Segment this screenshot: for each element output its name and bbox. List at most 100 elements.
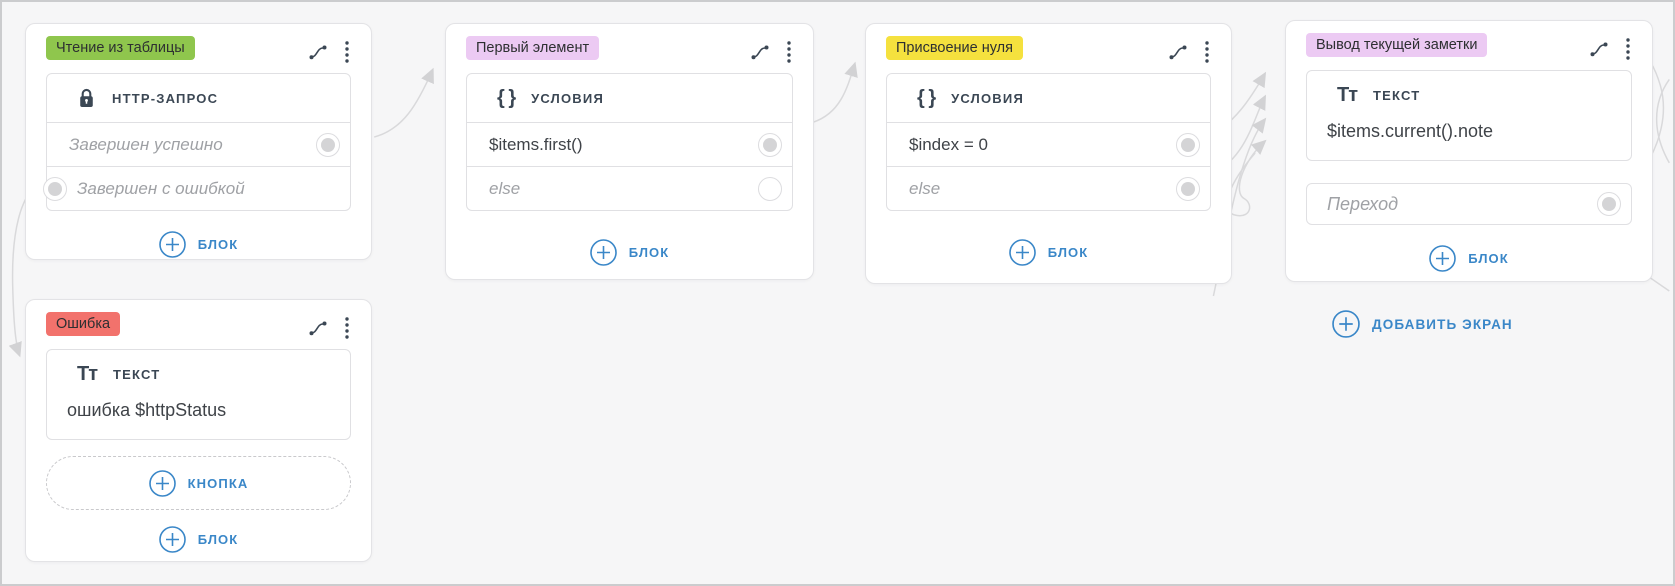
transition-row-error[interactable]: Завершен с ошибкой <box>43 166 350 210</box>
connection-point[interactable] <box>758 132 782 157</box>
screen-title-badge[interactable]: Первый элемент <box>466 36 600 60</box>
row-text: else <box>909 178 941 198</box>
card-actions <box>1589 38 1632 60</box>
block-label: ТЕКСТ <box>1373 87 1421 103</box>
block-head[interactable]: { } УСЛОВИЯ <box>887 74 1210 122</box>
plus-circle-icon <box>158 526 186 553</box>
screen-title-badge[interactable]: Присвоение нуля <box>886 36 1023 60</box>
card-header: Чтение из таблицы <box>46 36 351 63</box>
braces-icon: { } <box>497 86 516 109</box>
add-block-label: БЛОК <box>1047 245 1089 260</box>
add-screen-button[interactable]: ДОБАВИТЬ ЭКРАН <box>1332 308 1513 340</box>
connection-icon[interactable] <box>308 44 329 61</box>
add-button-button[interactable]: КНОПКА <box>46 456 351 510</box>
text-block: Tт ТЕКСТ ошибка $httpStatus <box>46 349 351 440</box>
transition-row-success[interactable]: Завершен успешно <box>47 122 350 166</box>
kebab-menu-icon[interactable] <box>787 41 791 63</box>
connection-point[interactable] <box>316 132 340 157</box>
conditions-block: { } УСЛОВИЯ $index = 0 else <box>886 73 1211 211</box>
input-placeholder: Переход <box>1327 193 1399 214</box>
row-text: else <box>489 178 521 198</box>
block-head[interactable]: Tт ТЕКСТ <box>47 350 350 398</box>
text-icon: Tт <box>77 362 98 385</box>
plus-circle-icon <box>158 231 186 258</box>
screen-card-show-note: Вывод текущей заметки Tт ТЕКСТ $items.cu… <box>1285 20 1653 282</box>
connection-point[interactable] <box>1176 132 1200 157</box>
lock-icon <box>80 88 93 107</box>
screen-card-assign-zero: Присвоение нуля { } УСЛОВИЯ $index = 0 e… <box>865 23 1232 284</box>
connection-point[interactable] <box>43 176 67 201</box>
text-block: Tт ТЕКСТ $items.current().note <box>1306 70 1632 161</box>
text-block-content[interactable]: $items.current().note <box>1327 121 1494 141</box>
row-text: Завершен с ошибкой <box>77 178 245 198</box>
screen-card-reading-table: Чтение из таблицы HTTP-ЗАПРОС Завершен у… <box>25 23 372 260</box>
conditions-block: { } УСЛОВИЯ $items.first() else <box>466 73 793 211</box>
card-header: Ошибка <box>46 312 351 339</box>
card-actions <box>1168 41 1211 63</box>
connection-dot <box>1181 137 1195 152</box>
connection-point[interactable] <box>1597 192 1621 216</box>
plus-circle-icon <box>1008 239 1036 266</box>
card-header: Вывод текущей заметки <box>1306 33 1632 60</box>
add-block-button[interactable]: БЛОК <box>46 526 351 553</box>
row-text: $items.first() <box>489 134 583 154</box>
add-block-button[interactable]: БЛОК <box>466 239 793 266</box>
card-actions <box>750 41 793 63</box>
block-head[interactable]: { } УСЛОВИЯ <box>467 74 792 122</box>
http-request-block: HTTP-ЗАПРОС Завершен успешно Завершен с … <box>43 73 351 211</box>
condition-row-else[interactable]: else <box>467 166 792 210</box>
add-block-label: БЛОК <box>628 245 670 260</box>
plus-circle-icon <box>1332 310 1360 338</box>
add-block-button[interactable]: БЛОК <box>886 239 1211 266</box>
kebab-menu-icon[interactable] <box>345 317 349 339</box>
block-label: УСЛОВИЯ <box>531 90 604 106</box>
add-block-button[interactable]: БЛОК <box>46 231 351 258</box>
connection-point[interactable] <box>758 176 782 201</box>
connection-dot <box>1602 197 1616 211</box>
screen-title-badge[interactable]: Чтение из таблицы <box>46 36 195 60</box>
screen-card-error: Ошибка Tт ТЕКСТ ошибка $httpStatus КНОПК… <box>25 299 372 562</box>
screen-card-first-element: Первый элемент { } УСЛОВИЯ $items.first(… <box>445 23 814 280</box>
block-label: УСЛОВИЯ <box>951 90 1024 106</box>
connection-dot <box>1181 181 1195 196</box>
plus-circle-icon <box>1429 245 1457 272</box>
row-text: Завершен успешно <box>69 134 223 154</box>
plus-circle-icon <box>148 469 176 497</box>
transition-input[interactable]: Переход <box>1306 183 1632 225</box>
connection-dot <box>48 181 62 196</box>
connection-icon[interactable] <box>1589 41 1610 58</box>
connection-icon[interactable] <box>1168 44 1189 61</box>
add-block-button[interactable]: БЛОК <box>1306 245 1632 272</box>
row-text: $index = 0 <box>909 134 988 154</box>
connection-dot <box>763 137 777 152</box>
connection-icon[interactable] <box>750 44 771 61</box>
add-block-label: БЛОК <box>197 532 239 547</box>
card-actions <box>308 41 351 63</box>
condition-row[interactable]: $items.first() <box>467 122 792 166</box>
braces-icon: { } <box>917 86 936 109</box>
add-block-label: БЛОК <box>1468 251 1509 266</box>
connection-dot <box>321 137 335 152</box>
add-screen-label: ДОБАВИТЬ ЭКРАН <box>1372 316 1513 332</box>
plus-circle-icon <box>589 239 617 266</box>
connection-icon[interactable] <box>308 320 329 337</box>
add-block-label: БЛОК <box>197 237 239 252</box>
condition-row[interactable]: $index = 0 <box>887 122 1210 166</box>
kebab-menu-icon[interactable] <box>345 41 349 63</box>
add-button-label: КНОПКА <box>187 475 249 491</box>
block-label: HTTP-ЗАПРОС <box>112 90 219 106</box>
condition-row-else[interactable]: else <box>887 166 1210 210</box>
card-header: Первый элемент <box>466 36 793 63</box>
text-block-content[interactable]: ошибка $httpStatus <box>67 400 227 420</box>
text-icon: Tт <box>1337 83 1358 106</box>
kebab-menu-icon[interactable] <box>1626 38 1630 60</box>
screen-title-badge[interactable]: Вывод текущей заметки <box>1306 33 1488 57</box>
card-actions <box>308 317 351 339</box>
card-header: Присвоение нуля <box>886 36 1211 63</box>
block-head[interactable]: HTTP-ЗАПРОС <box>47 74 350 122</box>
screen-title-badge[interactable]: Ошибка <box>46 312 121 336</box>
connection-point[interactable] <box>1176 176 1200 201</box>
kebab-menu-icon[interactable] <box>1205 41 1209 63</box>
block-head[interactable]: Tт ТЕКСТ <box>1307 71 1631 119</box>
